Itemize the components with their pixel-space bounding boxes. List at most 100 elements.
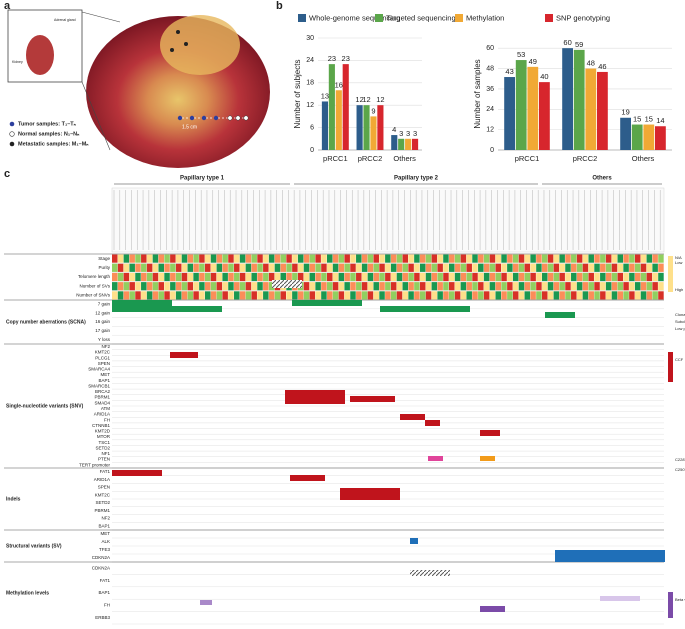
clinical-cell: [478, 263, 484, 272]
clinical-cell: [315, 263, 321, 272]
clinical-cell: [652, 263, 658, 272]
clinical-cell: [402, 282, 409, 291]
clinical-cell: [605, 272, 612, 282]
clinical-cell: [402, 272, 409, 282]
clinical-cell: [135, 263, 141, 272]
clinical-cell: [460, 291, 467, 300]
clinical-cell: [652, 282, 658, 291]
clinical-cell: [472, 291, 478, 300]
clinical-cell: [309, 282, 316, 291]
clinical-cell: [344, 263, 350, 272]
row-label: SMARCA4: [88, 367, 110, 372]
legend-swatch: [545, 14, 553, 22]
clinical-cell: [466, 291, 472, 300]
clinical-cell: [658, 282, 664, 291]
clinical-cell: [170, 254, 176, 263]
clinical-cell: [402, 254, 409, 263]
clinical-cell: [559, 282, 565, 291]
clinical-cell: [245, 282, 252, 291]
legend-label: Whole-genome sequencing: [309, 13, 400, 22]
clinical-cell: [309, 254, 316, 263]
clinical-cell: [524, 291, 531, 300]
clinical-cell: [129, 272, 135, 282]
clinical-cell: [170, 291, 176, 300]
ccf-bar: [668, 352, 673, 382]
legend-label: Low purity: [675, 326, 685, 331]
clinical-cell: [571, 263, 577, 272]
clinical-cell: [170, 272, 176, 282]
row-label: MET: [101, 372, 111, 377]
mutation-block: [380, 306, 470, 312]
clinical-cell: [175, 272, 182, 282]
row-label: BRCA2: [95, 389, 111, 394]
clinical-cell: [524, 263, 531, 272]
clinical-cell: [408, 272, 414, 282]
clinical-cell: [658, 263, 664, 272]
bar: [405, 138, 412, 150]
clinical-cell: [361, 254, 368, 263]
legend-dot: [9, 131, 15, 137]
clinical-cell: [414, 254, 420, 263]
row-label: Purity: [98, 265, 110, 270]
mutation-block: [292, 300, 362, 306]
x-tick-label: pRCC1: [515, 154, 540, 163]
clinical-cell: [210, 282, 217, 291]
clinical-cell: [483, 263, 490, 272]
mutation-block: [200, 600, 212, 605]
data-label: 15: [633, 115, 641, 124]
clinical-cell: [629, 282, 635, 291]
row-label: PLCG1: [95, 355, 110, 360]
clinical-cell: [245, 254, 252, 263]
clinical-cell: [600, 272, 606, 282]
row-label: FAT1: [100, 469, 111, 474]
clinical-cell: [524, 282, 531, 291]
clinical-cell: [460, 272, 467, 282]
clinical-cell: [204, 291, 211, 300]
clinical-cell: [210, 263, 217, 272]
clinical-cell: [629, 263, 635, 272]
clinical-cell: [123, 263, 130, 272]
clinical-cell: [629, 291, 635, 300]
clinical-cell: [402, 263, 409, 272]
legend-dot: [9, 141, 15, 147]
clinical-cell: [303, 263, 310, 272]
clinical-cell: [112, 263, 118, 272]
row-label: Number of SNVs: [76, 293, 111, 298]
clinical-cell: [390, 272, 397, 282]
clinical-cell: [565, 272, 571, 282]
clinical-cell: [181, 282, 188, 291]
clinical-cell: [588, 272, 594, 282]
clinical-cell: [478, 272, 484, 282]
clinical-cell: [611, 282, 618, 291]
clinical-cell: [332, 291, 339, 300]
clinical-cell: [158, 263, 164, 272]
clinical-cell: [123, 291, 130, 300]
mutation-block: [350, 396, 395, 402]
clinical-cell: [356, 282, 362, 291]
clinical-cell: [547, 282, 554, 291]
clinical-cell: [228, 282, 234, 291]
clinical-cell: [268, 272, 275, 282]
clinical-cell: [361, 272, 368, 282]
clinical-cell: [373, 282, 379, 291]
clinical-cell: [356, 263, 362, 272]
clinical-cell: [576, 263, 583, 272]
clinical-cell: [582, 282, 589, 291]
clinical-cell: [379, 263, 385, 272]
clinical-cell: [379, 254, 385, 263]
clinical-cell: [425, 272, 432, 282]
legend-swatch: [298, 14, 306, 22]
clinical-cell: [466, 272, 472, 282]
clinical-cell: [547, 263, 554, 272]
clinical-cell: [553, 254, 560, 263]
clinical-cell: [396, 254, 403, 263]
clinical-cell: [152, 291, 159, 300]
clinical-cell: [588, 254, 594, 263]
y-tick-label: 48: [486, 65, 494, 72]
clinical-cell: [507, 291, 513, 300]
clinical-cell: [373, 291, 379, 300]
clinical-cell: [257, 282, 263, 291]
legend-label: Subclonal: [675, 319, 685, 324]
clinical-cell: [321, 272, 327, 282]
clinical-cell: [483, 282, 490, 291]
